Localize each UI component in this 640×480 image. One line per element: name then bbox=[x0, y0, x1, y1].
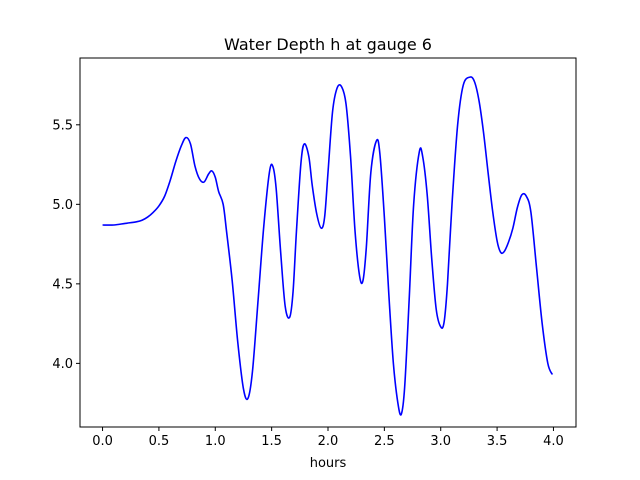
y-tick-label: 5.0 bbox=[52, 198, 73, 213]
x-tick-label: 3.0 bbox=[430, 434, 451, 449]
x-tick-label: 1.5 bbox=[261, 434, 282, 449]
y-tick-label: 4.5 bbox=[52, 277, 73, 292]
y-axis: 4.0 4.5 5.0 5.5 bbox=[52, 118, 80, 372]
x-tick-label: 4.0 bbox=[543, 434, 564, 449]
x-tick-label: 0.0 bbox=[92, 434, 113, 449]
y-tick-label: 5.5 bbox=[52, 118, 73, 133]
x-tick-label: 2.0 bbox=[318, 434, 339, 449]
series-line-0 bbox=[102, 76, 554, 416]
x-tick-label: 1.0 bbox=[205, 434, 226, 449]
y-tick-label: 4.0 bbox=[52, 357, 73, 372]
x-tick-label: 3.5 bbox=[487, 434, 508, 449]
chart-title: Water Depth h at gauge 6 bbox=[224, 35, 432, 54]
plot-area bbox=[102, 76, 554, 416]
x-tick-label: 0.5 bbox=[149, 434, 170, 449]
x-tick-label: 2.5 bbox=[374, 434, 395, 449]
x-axis-title: hours bbox=[310, 456, 347, 471]
x-axis: 0.0 0.5 1.0 1.5 2.0 2.5 3.0 3.5 4.0 bbox=[92, 427, 564, 449]
